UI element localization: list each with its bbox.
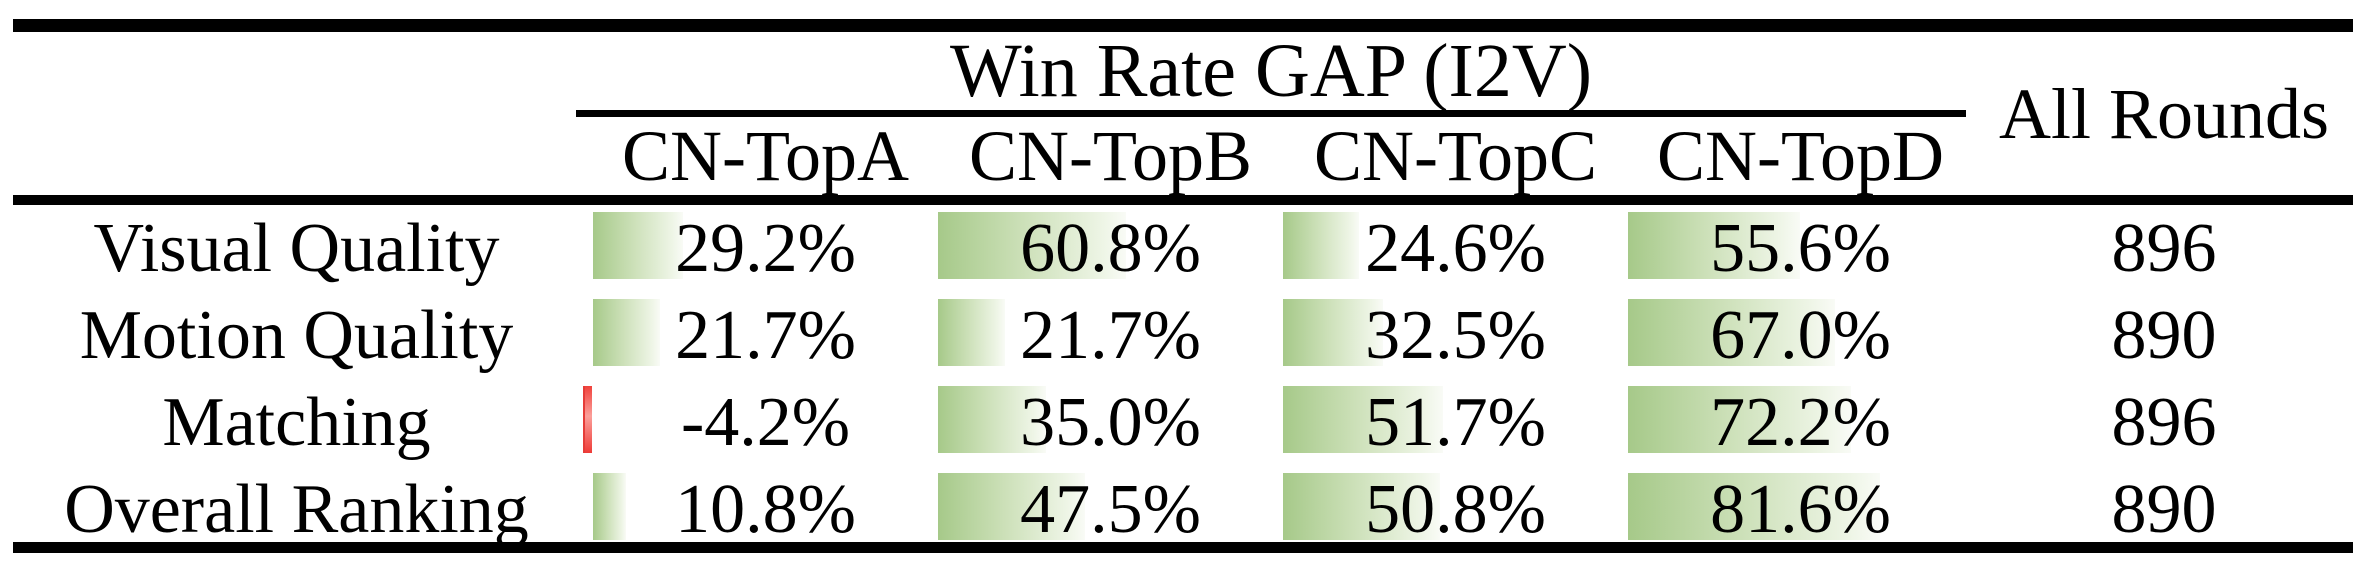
table-cell: 29.2% <box>593 205 938 292</box>
cell-value: 10.8% <box>675 470 856 548</box>
data-bar <box>593 299 660 366</box>
column-header-cn-topa: CN-TopA <box>622 116 909 196</box>
cell-value: 21.7% <box>1020 296 1201 374</box>
table-cell: 81.6% <box>1628 466 1973 553</box>
data-bar <box>1283 386 1443 453</box>
data-bar <box>938 299 1005 366</box>
group-header-underline-rule <box>576 110 1966 117</box>
data-bar <box>1283 473 1440 540</box>
table-cell: 67.0% <box>1628 292 1973 379</box>
group-header: Win Rate GAP (I2V) <box>949 29 1593 113</box>
table-cell: 24.6% <box>1283 205 1628 292</box>
cell-value: 21.7% <box>675 296 856 374</box>
table-cell: 21.7% <box>593 292 938 379</box>
table-cell: 10.8% <box>593 466 938 553</box>
all-rounds-value: 890 <box>2111 470 2217 548</box>
data-bar <box>938 386 1046 453</box>
table-cell: 51.7% <box>1283 379 1628 466</box>
cell-value: 47.5% <box>1020 470 1201 548</box>
table-cell: 60.8% <box>938 205 1283 292</box>
table-cell: -4.2% <box>583 379 938 466</box>
data-bar-negative <box>583 386 592 453</box>
column-header-cn-topc: CN-TopC <box>1314 116 1597 196</box>
all-rounds-value: 896 <box>2111 383 2217 461</box>
table-cell: 72.2% <box>1628 379 1973 466</box>
data-bar <box>938 212 1126 279</box>
data-bar <box>1283 299 1383 366</box>
row-label-matching: Matching <box>162 383 431 461</box>
cell-value: 24.6% <box>1365 209 1546 287</box>
cell-value: 81.6% <box>1710 470 1891 548</box>
row-label-visual-quality: Visual Quality <box>93 209 500 287</box>
cell-value: 67.0% <box>1710 296 1891 374</box>
cell-value: 35.0% <box>1020 383 1201 461</box>
table-cell: 55.6% <box>1628 205 1973 292</box>
data-bar <box>938 473 1085 540</box>
data-bar <box>593 212 683 279</box>
data-bar <box>1283 212 1359 279</box>
column-header-cn-topd: CN-TopD <box>1657 116 1944 196</box>
data-bar <box>593 473 626 540</box>
all-rounds-column-header: All Rounds <box>1998 73 2330 154</box>
cell-value: 60.8% <box>1020 209 1201 287</box>
data-bar <box>1628 473 1880 540</box>
table-cell: 35.0% <box>938 379 1283 466</box>
data-bar <box>1628 386 1851 453</box>
all-rounds-value: 896 <box>2111 209 2217 287</box>
table-cell: 21.7% <box>938 292 1283 379</box>
table-cell: 50.8% <box>1283 466 1628 553</box>
header-separator-rule <box>13 195 2353 205</box>
all-rounds-value: 890 <box>2111 296 2217 374</box>
cell-value: 29.2% <box>675 209 856 287</box>
table-cell: 32.5% <box>1283 292 1628 379</box>
column-header-cn-topb: CN-TopB <box>969 116 1252 196</box>
cell-value: 72.2% <box>1710 383 1891 461</box>
cell-value: 51.7% <box>1365 383 1546 461</box>
cell-value: -4.2% <box>680 383 851 461</box>
row-label-overall-ranking: Overall Ranking <box>64 470 529 548</box>
table-cell: 47.5% <box>938 466 1283 553</box>
data-bar <box>1628 299 1835 366</box>
cell-value: 50.8% <box>1365 470 1546 548</box>
table-bottom-rule <box>13 542 2353 553</box>
row-label-motion-quality: Motion Quality <box>79 296 514 374</box>
cell-value: 55.6% <box>1710 209 1891 287</box>
data-bar <box>1628 212 1800 279</box>
cell-value: 32.5% <box>1365 296 1546 374</box>
table-top-rule <box>13 19 2353 32</box>
